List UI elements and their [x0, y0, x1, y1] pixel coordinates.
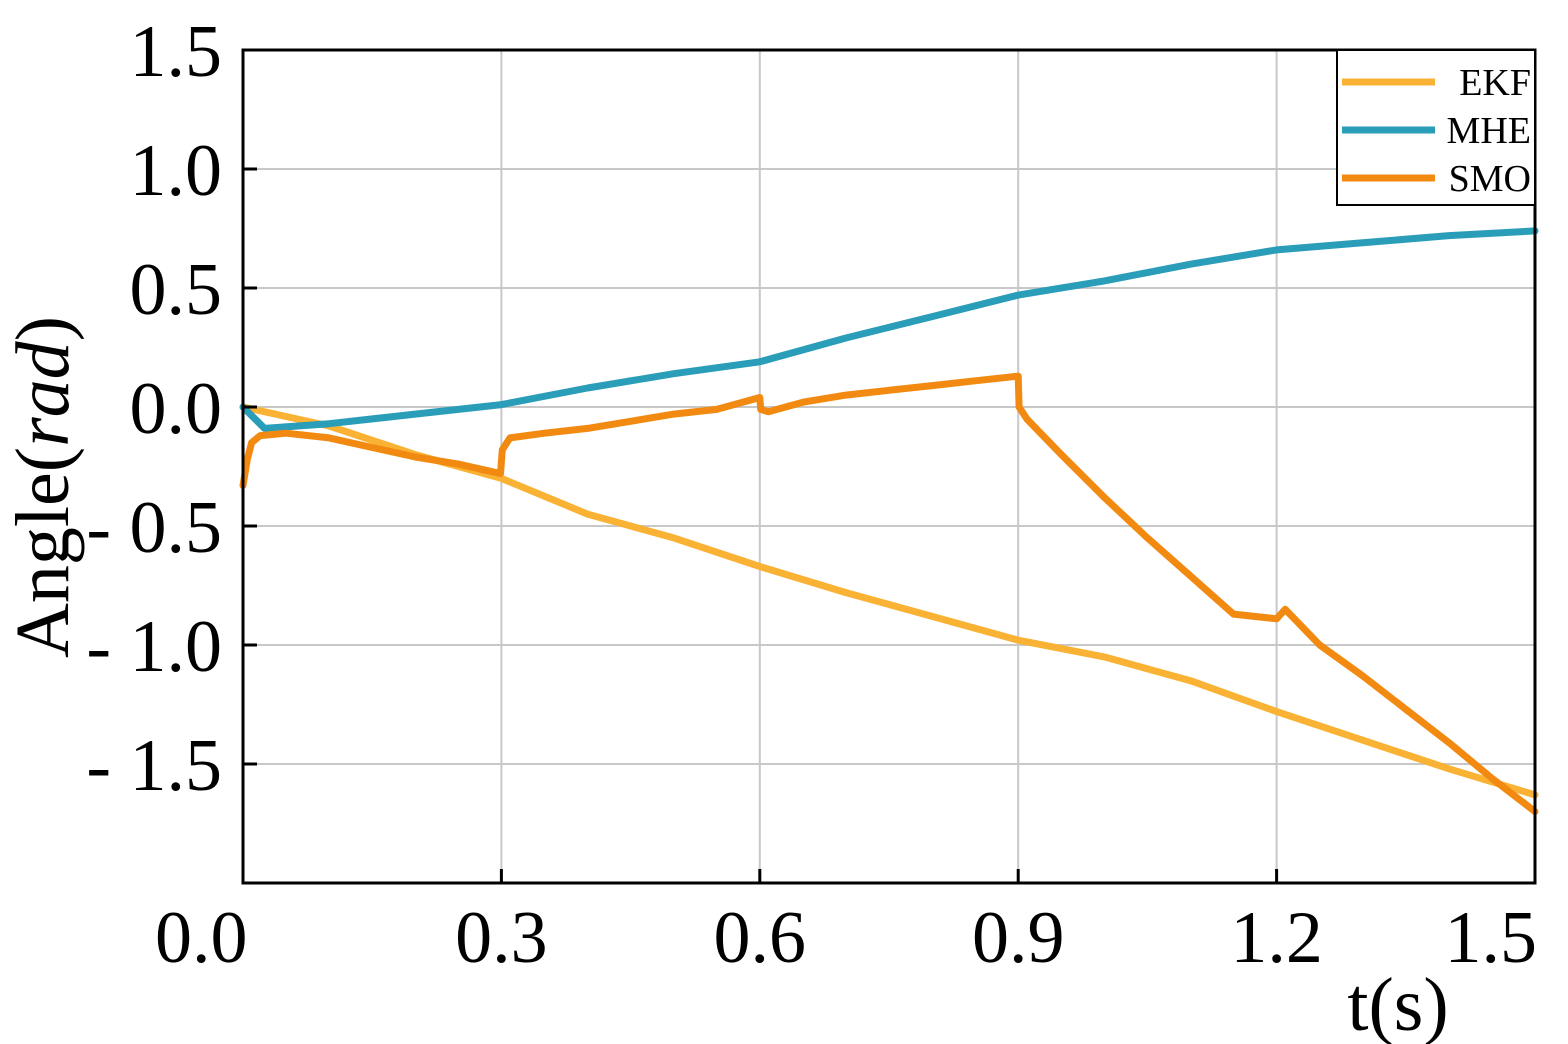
series-lines	[239, 227, 1539, 816]
y-tick-label: - 1.0	[86, 606, 222, 688]
series-line-ekf	[239, 403, 1539, 799]
legend-label-ekf: EKF	[1459, 62, 1531, 104]
legend-label-mhe: MHE	[1447, 110, 1531, 152]
y-axis-title-unit: rad	[1, 340, 85, 447]
legend-label-smo: SMO	[1449, 158, 1531, 200]
x-tick-label: 0.3	[455, 897, 548, 979]
y-tick-label: 0.5	[130, 249, 223, 331]
y-tick-label: 0.0	[130, 368, 223, 450]
tick-marks	[241, 48, 1537, 883]
x-axis-title: t(s)	[1347, 963, 1448, 1044]
y-tick-label: - 1.5	[86, 725, 222, 807]
y-tick-label: - 0.5	[86, 487, 222, 569]
x-tick-label: 0.9	[972, 897, 1065, 979]
y-tick-label: 1.5	[130, 11, 223, 93]
series-line-mhe	[239, 227, 1539, 432]
y-axis-title-prefix: Angle(	[1, 447, 85, 658]
x-tick-label: 0.0	[155, 897, 248, 979]
y-tick-label: 1.0	[130, 130, 223, 212]
y-axis-title-suffix: )	[1, 316, 85, 341]
x-tick-label: 1.5	[1445, 897, 1538, 979]
x-tick-labels: 0.0 0.3 0.6 0.9 1.2 1.5	[155, 897, 1537, 979]
y-tick-labels: 1.5 1.0 0.5 0.0 - 0.5 - 1.0 - 1.5	[86, 11, 222, 807]
legend: EKF MHE SMO	[1336, 49, 1536, 206]
x-tick-label: 1.2	[1230, 897, 1323, 979]
plot-frame	[241, 48, 1537, 885]
x-tick-label: 0.6	[714, 897, 807, 979]
series-line-smo	[239, 372, 1539, 816]
y-axis-title: Angle(rad)	[1, 316, 85, 658]
